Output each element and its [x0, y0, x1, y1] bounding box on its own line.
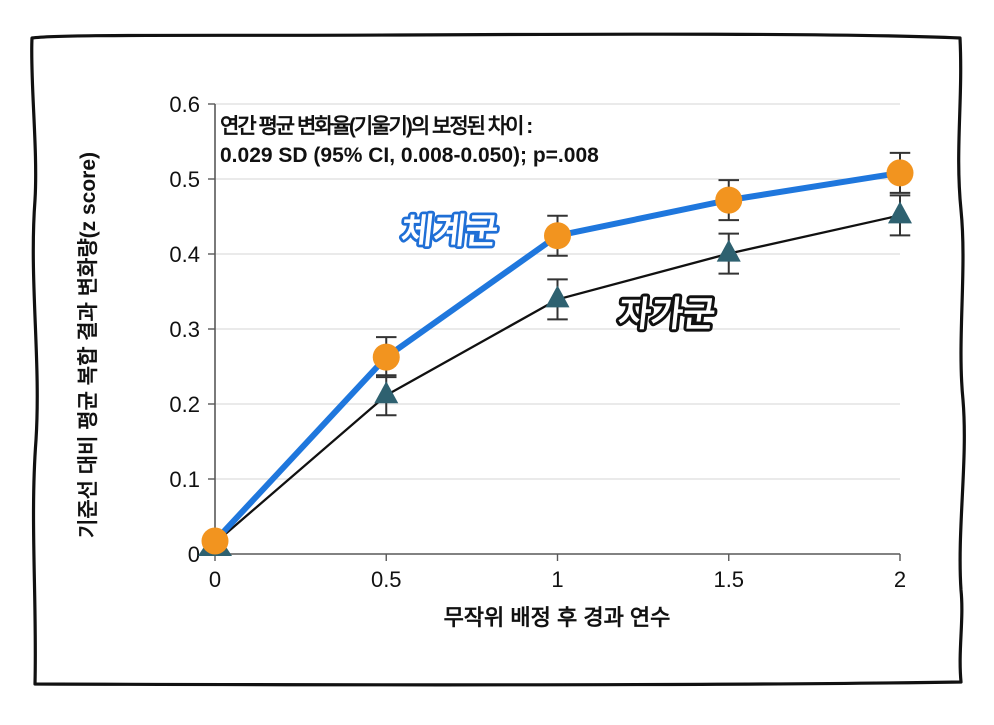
- svg-text:0.2: 0.2: [169, 392, 200, 417]
- svg-text:0: 0: [209, 567, 221, 592]
- svg-text:0: 0: [188, 542, 200, 567]
- svg-text:0.6: 0.6: [169, 92, 200, 117]
- svg-text:기준선 대비 평균 복합 결과 변화량(z score): 기준선 대비 평균 복합 결과 변화량(z score): [77, 152, 100, 538]
- svg-text:0.3: 0.3: [169, 317, 200, 342]
- svg-text:0.4: 0.4: [169, 242, 200, 267]
- svg-text:2: 2: [894, 567, 906, 592]
- svg-text:자가군: 자가군: [617, 295, 718, 334]
- svg-text:0.1: 0.1: [169, 467, 200, 492]
- svg-text:무작위 배정 후 경과 연수: 무작위 배정 후 경과 연수: [444, 605, 671, 630]
- svg-text:연간 평균 변화율(기울기)의 보정된 차이 :: 연간 평균 변화율(기울기)의 보정된 차이 :: [220, 115, 531, 138]
- svg-text:체계군: 체계군: [399, 212, 500, 251]
- svg-text:1.5: 1.5: [713, 567, 744, 592]
- svg-text:0.029 SD (95% CI, 0.008-0.050): 0.029 SD (95% CI, 0.008-0.050); p=.008: [220, 144, 599, 167]
- svg-text:1: 1: [551, 567, 563, 592]
- svg-text:0.5: 0.5: [169, 167, 200, 192]
- svg-text:0.5: 0.5: [371, 567, 402, 592]
